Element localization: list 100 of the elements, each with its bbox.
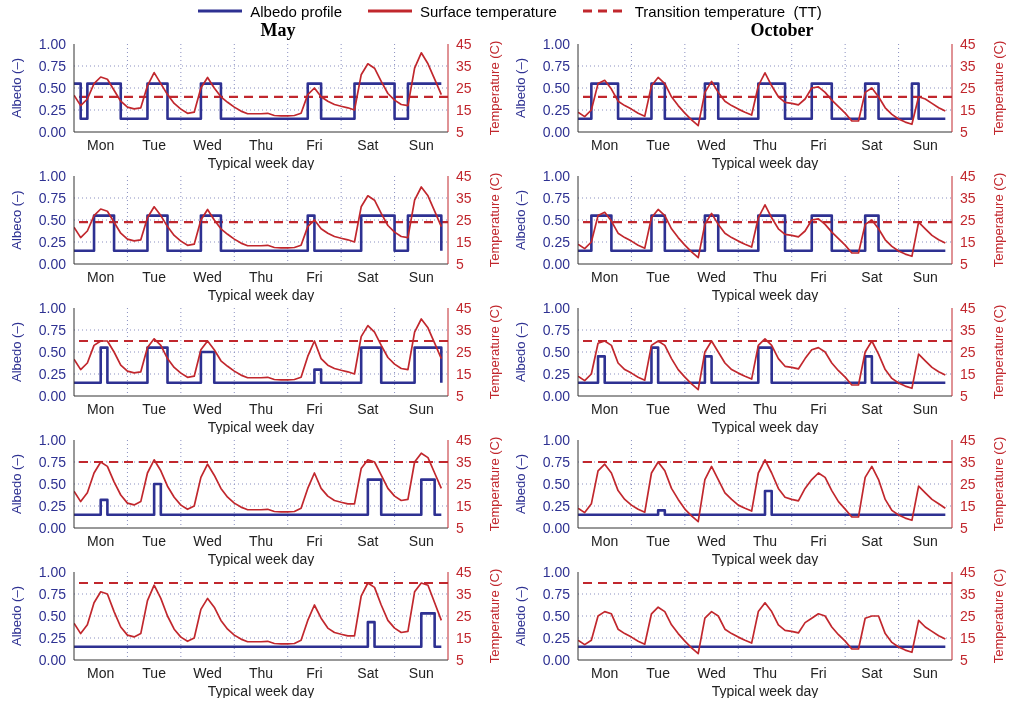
y-tick-label: 0.00 bbox=[38, 519, 67, 536]
y-tick-label: 1.00 bbox=[542, 167, 571, 184]
x-tick-label: Sat bbox=[357, 664, 379, 681]
x-tick-label: Sat bbox=[861, 532, 883, 549]
y2-tick-label: 5 bbox=[960, 387, 968, 404]
line-series bbox=[578, 458, 947, 523]
x-tick-label: Mon bbox=[591, 664, 619, 681]
y-tick-label: 0.00 bbox=[542, 387, 571, 404]
y2-tick-label: 45 bbox=[960, 563, 976, 580]
x-axis-title: Typical week day bbox=[207, 683, 315, 699]
x-tick-label: Wed bbox=[697, 268, 726, 285]
line-series bbox=[74, 452, 443, 513]
y-tick-label: 0.00 bbox=[542, 651, 571, 668]
x-tick-label: Wed bbox=[193, 400, 222, 417]
x-tick-label: Tue bbox=[646, 136, 671, 153]
y-tick-label: 1.00 bbox=[38, 431, 67, 448]
y2-tick-label: 5 bbox=[960, 255, 968, 272]
x-tick-label: Thu bbox=[752, 400, 778, 417]
x-tick-label: Thu bbox=[752, 664, 778, 681]
x-tick-label: Wed bbox=[193, 664, 222, 681]
y2-tick-label: 25 bbox=[960, 475, 976, 492]
y2-tick-label: 45 bbox=[960, 167, 976, 184]
y2-tick-label: 15 bbox=[960, 233, 976, 250]
x-tick-label: Mon bbox=[87, 400, 115, 417]
x-tick-label: Wed bbox=[193, 136, 222, 153]
x-tick-label: Thu bbox=[752, 532, 778, 549]
y-tick-label: 0.00 bbox=[38, 255, 67, 272]
x-axis-title: Typical week day bbox=[711, 551, 819, 567]
x-tick-label: Mon bbox=[87, 532, 115, 549]
y-tick-label: 0.50 bbox=[542, 607, 571, 624]
x-tick-label: Wed bbox=[697, 400, 726, 417]
x-axis-title: Typical week day bbox=[207, 551, 315, 567]
y2-tick-label: 15 bbox=[960, 497, 976, 514]
y2-tick-label: 35 bbox=[960, 57, 976, 74]
x-tick-label: Tue bbox=[646, 532, 671, 549]
y-tick-label: 0.50 bbox=[542, 79, 571, 96]
y2-tick-label: 25 bbox=[456, 79, 472, 96]
y2-tick-label: 45 bbox=[456, 431, 472, 448]
x-axis-title: Typical week day bbox=[711, 287, 819, 303]
y-axis-title: Albedo (–) bbox=[512, 190, 528, 250]
y2-tick-label: 15 bbox=[960, 101, 976, 118]
y-axis-title: Albeco (–) bbox=[8, 190, 24, 250]
x-axis-title: Typical week day bbox=[711, 419, 819, 435]
x-tick-label: Sun bbox=[408, 136, 434, 153]
x-tick-label: Sun bbox=[408, 400, 434, 417]
y-tick-label: 1.00 bbox=[38, 563, 67, 580]
x-tick-label: Wed bbox=[697, 136, 726, 153]
x-tick-label: Sat bbox=[357, 268, 379, 285]
y2-tick-label: 45 bbox=[960, 431, 976, 448]
y2-tick-label: 45 bbox=[960, 299, 976, 316]
y2-tick-label: 5 bbox=[960, 651, 968, 668]
y2-axis-title: Temperature (C) bbox=[990, 172, 1006, 268]
y2-tick-label: 45 bbox=[456, 35, 472, 52]
x-tick-label: Tue bbox=[646, 400, 671, 417]
x-axis-title: Typical week day bbox=[207, 155, 315, 171]
y2-tick-label: 5 bbox=[456, 387, 464, 404]
x-tick-label: Fri bbox=[306, 400, 323, 417]
x-tick-label: Sun bbox=[408, 268, 434, 285]
y-axis-title: Albedo (–) bbox=[8, 322, 24, 382]
x-tick-label: Tue bbox=[646, 268, 671, 285]
x-tick-label: Sat bbox=[357, 400, 379, 417]
x-tick-label: Thu bbox=[248, 532, 274, 549]
line-series bbox=[578, 71, 947, 127]
x-tick-label: Mon bbox=[591, 400, 619, 417]
x-tick-label: Fri bbox=[306, 268, 323, 285]
y2-tick-label: 25 bbox=[960, 343, 976, 360]
y2-tick-label: 35 bbox=[456, 189, 472, 206]
y2-tick-label: 5 bbox=[456, 123, 464, 140]
y2-axis-title: Temperature (C) bbox=[486, 304, 502, 400]
y-tick-label: 0.50 bbox=[542, 475, 571, 492]
y-tick-label: 0.00 bbox=[38, 123, 67, 140]
y-tick-label: 0.50 bbox=[38, 343, 67, 360]
y2-tick-label: 15 bbox=[456, 629, 472, 646]
y-tick-label: 0.25 bbox=[38, 497, 67, 514]
y-tick-label: 0.75 bbox=[38, 321, 67, 338]
y2-tick-label: 25 bbox=[960, 211, 976, 228]
line-series bbox=[578, 203, 947, 259]
line-series bbox=[74, 186, 443, 249]
x-tick-label: Fri bbox=[810, 664, 827, 681]
y-tick-label: 0.25 bbox=[38, 629, 67, 646]
y2-tick-label: 25 bbox=[456, 607, 472, 624]
y-tick-label: 1.00 bbox=[38, 167, 67, 184]
x-tick-label: Wed bbox=[697, 664, 726, 681]
y2-tick-label: 35 bbox=[456, 585, 472, 602]
x-tick-label: Sun bbox=[408, 532, 434, 549]
x-tick-label: Sat bbox=[861, 136, 883, 153]
y-tick-label: 0.25 bbox=[38, 365, 67, 382]
line-series bbox=[578, 601, 947, 655]
y2-axis-title: Temperature (C) bbox=[486, 568, 502, 664]
y-tick-label: 1.00 bbox=[542, 299, 571, 316]
y-axis-title: Albedo (–) bbox=[8, 454, 24, 514]
x-tick-label: Sun bbox=[912, 532, 938, 549]
y-tick-label: 0.50 bbox=[38, 475, 67, 492]
x-tick-label: Mon bbox=[591, 136, 619, 153]
chart-title: May bbox=[260, 20, 296, 40]
x-tick-label: Fri bbox=[810, 400, 827, 417]
y-tick-label: 0.50 bbox=[542, 343, 571, 360]
x-tick-label: Thu bbox=[248, 400, 274, 417]
y-tick-label: 0.50 bbox=[38, 607, 67, 624]
y-axis-title: Albedo (–) bbox=[512, 454, 528, 514]
